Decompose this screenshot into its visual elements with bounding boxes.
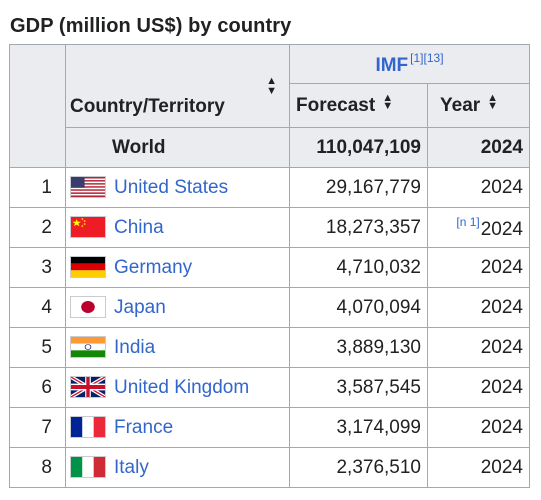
forecast-header-label: Forecast bbox=[296, 95, 376, 116]
country-link[interactable]: India bbox=[114, 337, 156, 358]
year-cell: 2024 bbox=[427, 407, 530, 448]
country-cell: Japan bbox=[65, 287, 290, 328]
country-link[interactable]: Italy bbox=[114, 457, 149, 478]
year-value: 2024 bbox=[480, 456, 523, 478]
country-link[interactable]: Japan bbox=[114, 297, 166, 318]
country-column-header[interactable]: ▲ ▼ Country/Territory bbox=[65, 44, 290, 128]
year-column-header[interactable]: Year ▲ ▼ bbox=[427, 83, 530, 128]
country-link[interactable]: France bbox=[114, 417, 174, 438]
flag-fr-icon[interactable] bbox=[70, 416, 106, 438]
table-row: 8 Italy 2,376,510 2024 bbox=[9, 447, 530, 488]
year-cell: 2024 bbox=[427, 367, 530, 408]
imf-refs[interactable]: [1][13] bbox=[410, 51, 444, 65]
world-year: 2024 bbox=[427, 127, 530, 168]
flag-gb-icon[interactable] bbox=[70, 376, 106, 398]
year-value: 2024 bbox=[480, 296, 523, 318]
flag-jp-icon[interactable] bbox=[70, 296, 106, 318]
forecast-cell: 4,710,032 bbox=[289, 247, 428, 288]
country-cell: France bbox=[65, 407, 290, 448]
flag-de-icon[interactable] bbox=[70, 256, 106, 278]
table-row: 6 United Kingdom 3,587,545 2024 bbox=[9, 367, 530, 408]
country-cell: United Kingdom bbox=[65, 367, 290, 408]
year-value: 2024 bbox=[480, 176, 523, 198]
forecast-cell: 3,174,099 bbox=[289, 407, 428, 448]
table-row: 3 Germany 4,710,032 2024 bbox=[9, 247, 530, 288]
country-cell: China bbox=[65, 207, 290, 248]
year-value: 2024 bbox=[480, 336, 523, 358]
country-cell: United States bbox=[65, 167, 290, 208]
country-header-label: Country/Territory bbox=[70, 96, 225, 117]
table-caption: GDP (million US$) by country bbox=[10, 15, 292, 37]
year-cell: 2024 bbox=[427, 167, 530, 208]
rank-cell: 6 bbox=[9, 367, 66, 408]
imf-link[interactable]: IMF bbox=[375, 55, 409, 76]
table-row: 4 Japan 4,070,094 2024 bbox=[9, 287, 530, 328]
table-row: 1 United States 29,167,779 2024 bbox=[9, 167, 530, 208]
forecast-cell: 18,273,357 bbox=[289, 207, 428, 248]
forecast-cell: 3,889,130 bbox=[289, 327, 428, 368]
year-cell: 2024 bbox=[427, 247, 530, 288]
flag-it-icon[interactable] bbox=[70, 456, 106, 478]
footnote-link[interactable]: [n 1] bbox=[456, 214, 480, 229]
rank-header bbox=[9, 44, 66, 168]
country-link[interactable]: China bbox=[114, 217, 164, 238]
year-value: 2024 bbox=[480, 256, 523, 278]
year-cell: 2024 bbox=[427, 327, 530, 368]
country-cell: Germany bbox=[65, 247, 290, 288]
forecast-cell: 2,376,510 bbox=[289, 447, 428, 488]
year-value: 2024 bbox=[480, 218, 523, 240]
rank-cell: 2 bbox=[9, 207, 66, 248]
gdp-table: ▲ ▼ Country/Territory IMF [1][13] Forecast… bbox=[9, 44, 530, 488]
forecast-column-header[interactable]: Forecast ▲ ▼ bbox=[289, 83, 428, 128]
rank-cell: 7 bbox=[9, 407, 66, 448]
rank-cell: 4 bbox=[9, 287, 66, 328]
forecast-cell: 29,167,779 bbox=[289, 167, 428, 208]
year-value: 2024 bbox=[480, 416, 523, 438]
flag-cn-icon[interactable] bbox=[70, 216, 106, 238]
table-row: 2 China 18,273,357 [n 1]2024 bbox=[9, 207, 530, 248]
flag-us-icon[interactable] bbox=[70, 176, 106, 198]
forecast-cell: 3,587,545 bbox=[289, 367, 428, 408]
rank-cell: 5 bbox=[9, 327, 66, 368]
country-cell: Italy bbox=[65, 447, 290, 488]
forecast-cell: 4,070,094 bbox=[289, 287, 428, 328]
flag-in-icon[interactable] bbox=[70, 336, 106, 358]
sort-arrows-icon[interactable]: ▲ ▼ bbox=[382, 92, 394, 112]
world-label: World bbox=[65, 127, 290, 168]
year-cell: 2024 bbox=[427, 287, 530, 328]
year-header-label: Year bbox=[440, 95, 481, 116]
rank-cell: 8 bbox=[9, 447, 66, 488]
year-cell: 2024 bbox=[427, 447, 530, 488]
sort-arrows-icon[interactable]: ▲ ▼ bbox=[266, 75, 277, 97]
rank-cell: 1 bbox=[9, 167, 66, 208]
country-link[interactable]: United States bbox=[114, 177, 229, 198]
world-forecast: 110,047,109 bbox=[289, 127, 428, 168]
country-link[interactable]: Germany bbox=[114, 257, 193, 278]
sort-arrows-icon[interactable]: ▲ ▼ bbox=[487, 92, 499, 112]
table-row: 7 France 3,174,099 2024 bbox=[9, 407, 530, 448]
year-value: 2024 bbox=[480, 376, 523, 398]
imf-source-header: IMF [1][13] bbox=[289, 44, 530, 84]
rank-cell: 3 bbox=[9, 247, 66, 288]
year-cell: [n 1]2024 bbox=[427, 207, 530, 248]
table-row: 5 India 3,889,130 2024 bbox=[9, 327, 530, 368]
country-link[interactable]: United Kingdom bbox=[114, 377, 250, 398]
country-cell: India bbox=[65, 327, 290, 368]
